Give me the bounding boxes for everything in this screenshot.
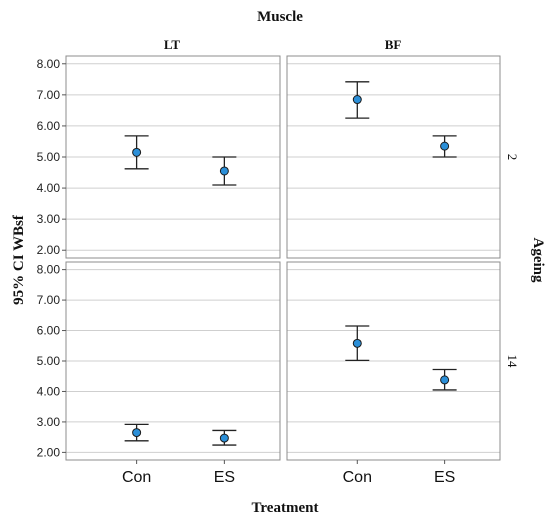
y-tick-label-0-2: 4.00 — [37, 181, 61, 195]
y-tick-label-0-1: 3.00 — [37, 212, 61, 226]
y-tick-label-0-3: 5.00 — [37, 150, 61, 164]
y-tick-label-2-3: 5.00 — [37, 354, 61, 368]
x-tick-label-es-bf-14: ES — [434, 469, 455, 486]
mean-point-con-bf-14 — [352, 338, 362, 348]
x-tick-label-con-lt-14: Con — [122, 469, 151, 486]
y-tick-label-0-6: 8.00 — [37, 57, 61, 71]
x-tick-label-es-lt-14: ES — [214, 469, 235, 486]
mean-point-con-bf-2 — [352, 95, 362, 105]
row-label-2: 2 — [505, 154, 520, 161]
y-tick-label-0-4: 6.00 — [37, 119, 61, 133]
panel-frame-bf-14 — [286, 261, 501, 461]
y-tick-label-2-5: 7.00 — [37, 293, 61, 307]
y-axis-title: 95% CI WBsf — [11, 214, 27, 305]
y-tick-label-2-2: 4.00 — [37, 384, 61, 398]
mean-point-con-lt-2 — [132, 147, 142, 157]
mean-point-es-lt-14 — [219, 433, 229, 443]
mean-point-es-lt-2 — [219, 166, 229, 176]
x-axis-title: Treatment — [252, 500, 319, 516]
panel-frame-bf-2 — [286, 55, 501, 259]
column-label-lt: LT — [164, 37, 180, 52]
mean-point-es-bf-2 — [440, 141, 450, 151]
y-tick-label-0-5: 7.00 — [37, 88, 61, 102]
x-tick-label-con-bf-14: Con — [343, 469, 372, 486]
y-tick-label-2-0: 2.00 — [37, 445, 61, 459]
y-tick-label-0-0: 2.00 — [37, 243, 61, 257]
column-label-bf: BF — [385, 37, 402, 52]
row-header: Ageing — [530, 238, 546, 284]
y-tick-label-2-6: 8.00 — [37, 263, 61, 277]
panels-group: 2.00 3.00 4.00 5.00 6.00 7.00 8.00 2 2.00 3.00 4.0… — [37, 55, 520, 486]
column-header: Muscle — [257, 9, 303, 25]
row-label-14: 14 — [505, 355, 520, 369]
mean-point-con-lt-14 — [132, 428, 142, 438]
y-tick-label-2-4: 6.00 — [37, 324, 61, 338]
y-tick-label-2-1: 3.00 — [37, 415, 61, 429]
mean-point-es-bf-14 — [440, 375, 450, 385]
